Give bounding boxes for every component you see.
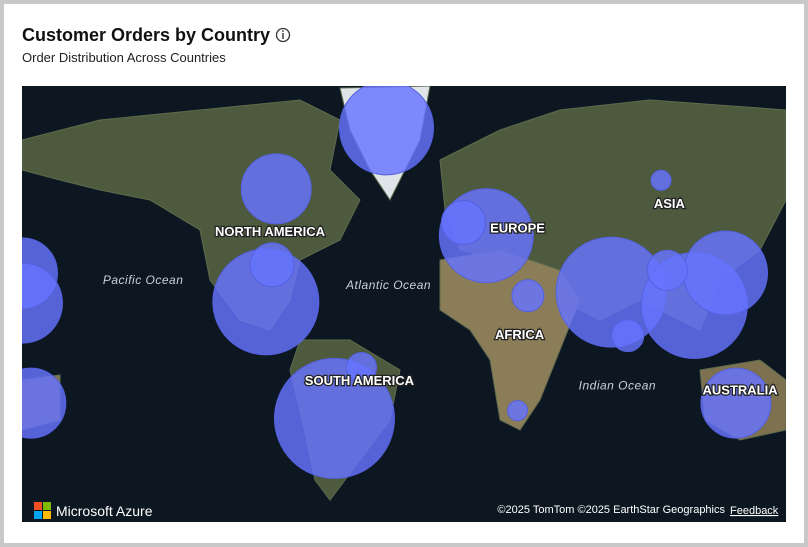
region-label: NORTH AMERICA (215, 224, 326, 239)
feedback-link[interactable]: Feedback (730, 505, 779, 517)
info-icon[interactable] (275, 27, 291, 43)
ocean-label: Atlantic Ocean (345, 278, 431, 292)
region-label: EUROPE (490, 221, 545, 236)
region-label: AUSTRALIA (703, 382, 779, 397)
map-attribution: ©2025 TomTom ©2025 EarthStar Geographics (497, 504, 725, 516)
map[interactable]: NORTH AMERICA EUROPE ASIA AFRICA SOUTH AMERI… (0, 81, 786, 522)
order-bubble (650, 169, 672, 191)
card-title: Customer Orders by Country (22, 25, 270, 45)
region-label: ASIA (654, 196, 686, 211)
order-bubble (700, 367, 772, 439)
region-label: AFRICA (495, 327, 545, 342)
ocean-label: Pacific Ocean (103, 273, 184, 287)
order-bubble (507, 400, 529, 422)
order-bubble (646, 249, 688, 291)
order-bubble (249, 242, 295, 288)
ocean-label: Indian Ocean (579, 378, 656, 392)
order-bubble (346, 352, 378, 384)
card-subtitle: Order Distribution Across Countries (22, 50, 226, 65)
order-bubble (683, 230, 769, 316)
order-bubble (22, 262, 63, 344)
region-label: SOUTH AMERICA (305, 373, 415, 388)
order-bubble (511, 279, 545, 313)
order-bubble (273, 357, 395, 479)
order-bubble (440, 200, 486, 246)
order-bubble (22, 367, 67, 439)
brand-name: Microsoft Azure (56, 503, 153, 519)
order-bubble (240, 153, 312, 225)
order-bubble (611, 319, 645, 353)
azure-logo (34, 502, 51, 519)
order-bubble (338, 86, 434, 176)
